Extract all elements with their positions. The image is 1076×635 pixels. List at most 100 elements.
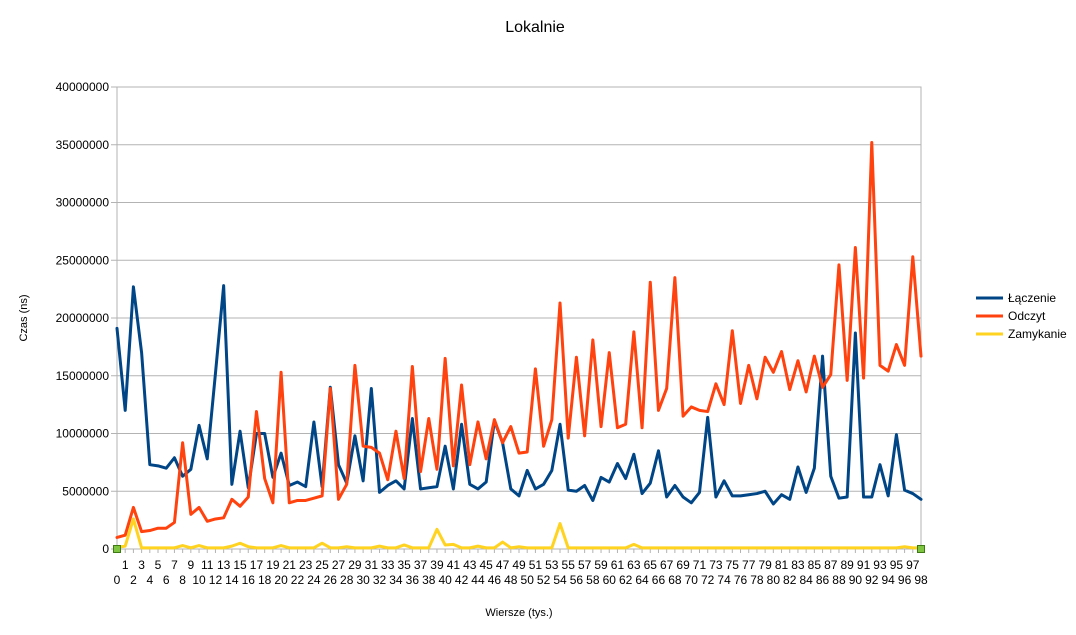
- x-tick-label: 70: [685, 573, 699, 587]
- x-tick-label: 21: [283, 558, 297, 572]
- x-tick-label: 34: [389, 573, 403, 587]
- series-line-Odczyt: [115, 140, 923, 539]
- x-tick-label: 43: [463, 558, 477, 572]
- x-tick-label: 77: [742, 558, 756, 572]
- x-tick-label: 14: [225, 573, 239, 587]
- x-tick-label: 19: [266, 558, 280, 572]
- x-tick-label: 89: [840, 558, 854, 572]
- legend-label: Odczyt: [1008, 309, 1046, 323]
- x-tick-label: 1: [122, 558, 129, 572]
- x-tick-label: 86: [816, 573, 830, 587]
- series-lines: [115, 140, 923, 550]
- x-tick-label: 90: [849, 573, 863, 587]
- x-tick-label: 56: [570, 573, 584, 587]
- x-tick-label: 93: [873, 558, 887, 572]
- x-tick-label: 35: [397, 558, 411, 572]
- x-tick-label: 13: [217, 558, 231, 572]
- x-tick-label: 92: [865, 573, 879, 587]
- x-tick-label: 2: [130, 573, 137, 587]
- x-tick-label: 12: [209, 573, 223, 587]
- x-tick-label: 50: [521, 573, 535, 587]
- x-tick-label: 26: [324, 573, 338, 587]
- x-tick-label: 79: [758, 558, 772, 572]
- x-tick-label: 88: [832, 573, 846, 587]
- x-tick-label: 36: [406, 573, 420, 587]
- x-tick-label: 83: [791, 558, 805, 572]
- x-tick-label: 0: [114, 573, 121, 587]
- x-tick-label: 8: [179, 573, 186, 587]
- x-tick-label: 69: [676, 558, 690, 572]
- legend-label: Zamykanie: [1008, 327, 1067, 341]
- y-tick-label: 0: [102, 542, 109, 556]
- legend: Łączenie Odczyt Zamykanie: [976, 291, 1067, 341]
- x-tick-label: 80: [767, 573, 781, 587]
- x-tick-label: 5: [155, 558, 162, 572]
- x-tick-label: 67: [660, 558, 674, 572]
- x-tick-label: 53: [545, 558, 559, 572]
- y-tick-label: 40000000: [56, 80, 110, 94]
- series-line-Zamykanie: [115, 517, 923, 550]
- x-tick-label: 11: [201, 558, 214, 572]
- axis-end-marker: [113, 545, 121, 553]
- x-tick-label: 20: [274, 573, 288, 587]
- x-tick-label: 38: [422, 573, 436, 587]
- x-tick-label: 81: [775, 558, 789, 572]
- x-tick-label: 57: [578, 558, 592, 572]
- x-tick-label: 18: [258, 573, 272, 587]
- x-tick-label: 45: [480, 558, 494, 572]
- x-tick-label: 63: [627, 558, 641, 572]
- x-tick-label: 98: [914, 573, 928, 587]
- x-tick-label: 97: [906, 558, 920, 572]
- axis-end-markers: [113, 545, 925, 553]
- x-tick-label: 37: [414, 558, 428, 572]
- x-tick-label: 28: [340, 573, 354, 587]
- x-tick-label: 71: [693, 558, 707, 572]
- x-tick-label: 27: [332, 558, 346, 572]
- x-tick-label: 15: [233, 558, 247, 572]
- x-tick-label: 41: [447, 558, 461, 572]
- x-tick-label: 4: [146, 573, 153, 587]
- x-tick-label: 55: [562, 558, 576, 572]
- x-tick-label: 16: [242, 573, 256, 587]
- x-tick-label: 54: [553, 573, 567, 587]
- x-tick-label: 17: [250, 558, 264, 572]
- x-tick-label: 47: [496, 558, 510, 572]
- x-tick-label: 95: [890, 558, 904, 572]
- x-tick-label: 59: [594, 558, 608, 572]
- x-tick-label: 96: [898, 573, 912, 587]
- x-tick-label: 94: [882, 573, 896, 587]
- x-tick-label: 25: [315, 558, 329, 572]
- x-tick-label: 3: [138, 558, 145, 572]
- x-tick-label: 62: [619, 573, 633, 587]
- x-tick-label: 32: [373, 573, 387, 587]
- legend-label: Łączenie: [1008, 291, 1056, 305]
- x-tick-label: 49: [512, 558, 526, 572]
- x-axis-title: Wiersze (tys.): [485, 607, 552, 619]
- x-tick-label: 39: [430, 558, 444, 572]
- x-tick-label: 68: [668, 573, 682, 587]
- x-tick-label: 60: [603, 573, 617, 587]
- x-tick-label: 74: [717, 573, 731, 587]
- axis-end-marker: [917, 545, 925, 553]
- x-tick-label: 7: [171, 558, 178, 572]
- x-tick-label: 91: [857, 558, 871, 572]
- y-tick-label: 10000000: [56, 427, 110, 441]
- x-tick-label: 82: [783, 573, 797, 587]
- x-tick-label: 76: [734, 573, 748, 587]
- y-axis-title: Czas (ns): [18, 294, 30, 341]
- gridlines: [117, 86, 921, 550]
- x-tick-label: 9: [187, 558, 194, 572]
- x-tick-label: 22: [291, 573, 305, 587]
- y-tick-label: 5000000: [62, 484, 109, 498]
- y-tick-label: 25000000: [56, 253, 110, 267]
- x-tick-label: 84: [799, 573, 813, 587]
- x-tick-label: 31: [365, 558, 379, 572]
- chart-title: Lokalnie: [505, 19, 565, 36]
- x-tick-label: 85: [808, 558, 822, 572]
- y-tick-label: 35000000: [56, 138, 110, 152]
- x-tick-label: 6: [163, 573, 170, 587]
- x-tick-label: 87: [824, 558, 838, 572]
- x-tick-label: 24: [307, 573, 321, 587]
- x-tick-label: 64: [635, 573, 649, 587]
